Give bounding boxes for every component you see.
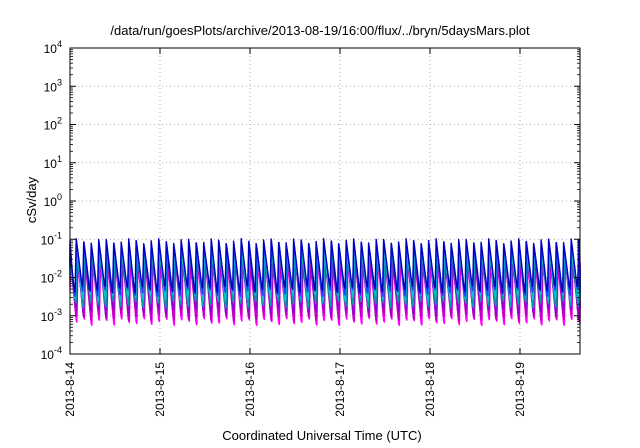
series-layer (69, 238, 581, 327)
y-tick-label: 10-4 (41, 345, 62, 362)
x-tick-label: 2013-8-17 (333, 362, 347, 417)
x-tick-label: 2013-8-19 (513, 362, 527, 417)
y-tick-label: 101 (44, 154, 62, 171)
y-tick-label: 103 (44, 77, 62, 94)
y-tick-label: 10-2 (41, 269, 62, 286)
y-tick-label: 104 (44, 39, 62, 56)
x-axis: 2013-8-14 2013-8-15 2013-8-16 2013-8-17 2013… (63, 48, 527, 417)
y-tick-label: 100 (44, 192, 62, 209)
y-axis: 10-4 10-3 10-2 10-1 100 101 102 103 104 (41, 39, 580, 362)
series-line (69, 238, 581, 294)
y-tick-label: 102 (44, 116, 62, 133)
x-tick-label: 2013-8-14 (63, 362, 77, 417)
x-tick-label: 2013-8-16 (243, 362, 257, 417)
x-tick-label: 2013-8-18 (423, 362, 437, 417)
y-axis-label: cSv/day (24, 176, 39, 223)
chart-title: /data/run/goesPlots/archive/2013-08-19/1… (110, 23, 530, 38)
y-tick-label: 10-1 (41, 230, 62, 247)
y-tick-label: 10-3 (41, 307, 62, 324)
x-tick-label: 2013-8-15 (153, 362, 167, 417)
x-axis-label: Coordinated Universal Time (UTC) (222, 428, 421, 443)
